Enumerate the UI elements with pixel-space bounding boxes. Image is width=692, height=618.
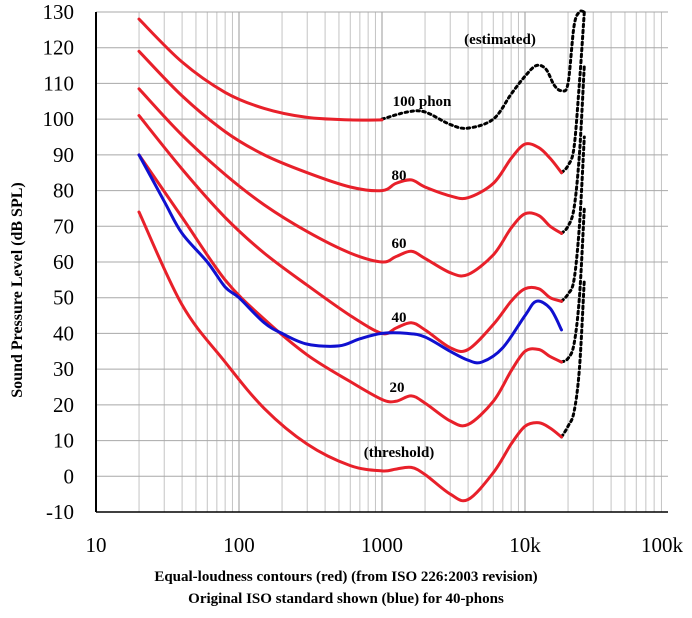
annotation-60: 60 — [392, 236, 407, 252]
axes — [95, 12, 668, 513]
annotation-40: 40 — [392, 310, 407, 326]
iso-2003-contour-line — [137, 87, 563, 278]
annotation-estimated: (estimated) — [464, 32, 536, 48]
y-tick-label: 90 — [53, 143, 74, 167]
y-tick-label: 0 — [64, 464, 75, 488]
iso-2003-contour-line — [137, 114, 563, 354]
estimated-dotted-line — [560, 10, 586, 175]
iso-2003-contour-line — [137, 49, 563, 201]
y-tick-label: -10 — [46, 500, 74, 524]
x-tick-label: 10k — [509, 533, 541, 557]
estimated-dotted-line — [560, 135, 586, 303]
x-tick-label: 10 — [86, 533, 107, 557]
y-tick-label: 60 — [53, 250, 74, 274]
estimated-dotted-line — [560, 64, 586, 235]
x-tick-label: 100 — [223, 533, 255, 557]
annotation-80: 80 — [392, 168, 407, 184]
caption-line-1: Equal-loudness contours (red) (from ISO … — [154, 569, 538, 585]
x-tick-label: 1000 — [361, 533, 403, 557]
y-tick-label: 80 — [53, 179, 74, 203]
y-tick-label: 50 — [53, 286, 74, 310]
tick-labels: -10 0 10 20 30 40 50 60 70 80 90 100 110 120 130 10 100 1… — [43, 0, 684, 557]
y-tick-label: 110 — [43, 71, 74, 95]
y-tick-label: 40 — [53, 321, 74, 345]
iso-2003-contour-line — [137, 210, 563, 503]
y-tick-label: 100 — [43, 107, 75, 131]
estimated-dotted-line — [380, 9, 586, 130]
y-tick-label: 10 — [53, 429, 74, 453]
y-tick-label: 30 — [53, 357, 74, 381]
iso-2003-contour-line — [137, 17, 384, 122]
annotations: (estimated) 100 phon 80 60 40 20 (thresh… — [364, 32, 536, 461]
estimated-dotted-line — [560, 206, 586, 364]
estimated-dotted-line — [560, 278, 586, 439]
x-tick-label: 100k — [641, 533, 684, 557]
series-group — [137, 9, 586, 503]
iso-2003-contour-line — [137, 153, 563, 428]
annotation-20: 20 — [390, 380, 405, 396]
caption-line-2: Original ISO standard shown (blue) for 4… — [188, 591, 504, 607]
original-40-phon-line — [137, 153, 563, 365]
annotation-100-phon: 100 phon — [393, 94, 452, 110]
y-tick-label: 130 — [43, 0, 75, 24]
y-tick-label: 70 — [53, 214, 74, 238]
y-tick-label: 20 — [53, 393, 74, 417]
y-axis-label: Sound Pressure Level (dB SPL) — [9, 182, 26, 397]
y-tick-label: 120 — [43, 36, 75, 60]
annotation-threshold: (threshold) — [364, 445, 435, 461]
